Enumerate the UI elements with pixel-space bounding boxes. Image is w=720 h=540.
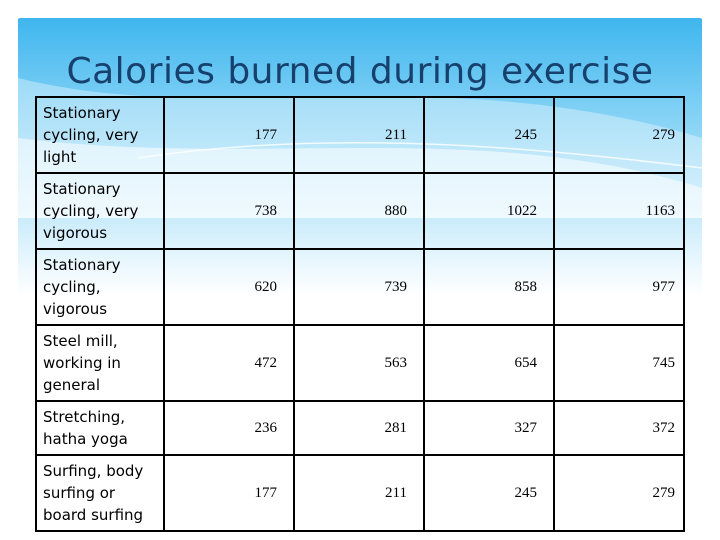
calories-table: Stationary cycling, very light 177 211 2…: [35, 96, 685, 532]
activity-cell: Stretching, hatha yoga: [35, 400, 165, 456]
value-cell: 211: [293, 96, 425, 174]
value-cell: 245: [423, 96, 555, 174]
value-cell: 279: [553, 96, 685, 174]
value-cell: 281: [293, 400, 425, 456]
activity-cell: Stationary cycling, very light: [35, 96, 165, 174]
value-cell: 236: [163, 400, 295, 456]
value-cell: 739: [293, 248, 425, 326]
slide-title: Calories burned during exercise: [66, 51, 654, 92]
table-row: Steel mill, working in general 472 563 6…: [35, 324, 685, 402]
table-row: Stationary cycling, very vigorous 738 88…: [35, 172, 685, 250]
value-cell: 279: [553, 454, 685, 532]
value-cell: 654: [423, 324, 555, 402]
table-row: Surfing, body surfing or board surfing 1…: [35, 454, 685, 532]
value-cell: 1163: [553, 172, 685, 250]
value-cell: 738: [163, 172, 295, 250]
value-cell: 620: [163, 248, 295, 326]
value-cell: 977: [553, 248, 685, 326]
activity-cell: Steel mill, working in general: [35, 324, 165, 402]
value-cell: 245: [423, 454, 555, 532]
value-cell: 563: [293, 324, 425, 402]
activity-cell: Stationary cycling, very vigorous: [35, 172, 165, 250]
value-cell: 177: [163, 96, 295, 174]
value-cell: 372: [553, 400, 685, 456]
value-cell: 177: [163, 454, 295, 532]
activity-cell: Surfing, body surfing or board surfing: [35, 454, 165, 532]
activity-cell: Stationary cycling, vigorous: [35, 248, 165, 326]
table-row: Stretching, hatha yoga 236 281 327 372: [35, 400, 685, 456]
value-cell: 858: [423, 248, 555, 326]
value-cell: 211: [293, 454, 425, 532]
value-cell: 880: [293, 172, 425, 250]
value-cell: 472: [163, 324, 295, 402]
value-cell: 327: [423, 400, 555, 456]
value-cell: 745: [553, 324, 685, 402]
value-cell: 1022: [423, 172, 555, 250]
table-row: Stationary cycling, very light 177 211 2…: [35, 96, 685, 174]
table-row: Stationary cycling, vigorous 620 739 858…: [35, 248, 685, 326]
